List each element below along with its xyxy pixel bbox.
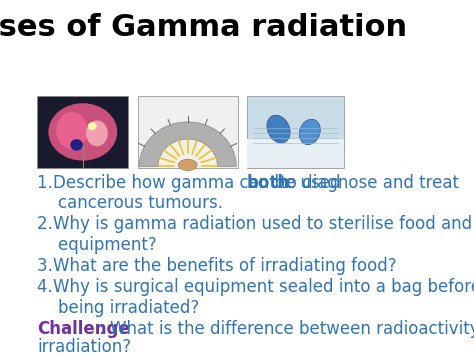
Text: 3.: 3.: [37, 257, 58, 275]
Text: both: both: [246, 174, 290, 192]
Text: Challenge: Challenge: [37, 320, 130, 338]
Text: cancerous tumours.: cancerous tumours.: [37, 195, 223, 213]
Ellipse shape: [70, 139, 83, 151]
Ellipse shape: [56, 112, 88, 149]
Ellipse shape: [267, 115, 290, 143]
Text: Why is gamma radiation used to sterilise food and: Why is gamma radiation used to sterilise…: [53, 215, 472, 234]
FancyBboxPatch shape: [137, 96, 238, 168]
Text: being irradiated?: being irradiated?: [37, 299, 200, 317]
Text: irradiation?: irradiation?: [37, 338, 131, 355]
Ellipse shape: [86, 120, 108, 146]
Ellipse shape: [48, 103, 117, 160]
Text: 1.: 1.: [37, 174, 58, 192]
FancyBboxPatch shape: [247, 96, 344, 168]
Polygon shape: [139, 122, 236, 166]
FancyBboxPatch shape: [37, 96, 128, 168]
Text: : What is the difference between radioactivity and: : What is the difference between radioac…: [99, 320, 474, 338]
Text: to diagnose and treat: to diagnose and treat: [275, 174, 459, 192]
Text: Why is surgical equipment sealed into a bag before: Why is surgical equipment sealed into a …: [53, 278, 474, 296]
Text: Uses of Gamma radiation: Uses of Gamma radiation: [0, 13, 408, 42]
Ellipse shape: [88, 122, 97, 130]
Ellipse shape: [178, 159, 197, 171]
Text: What are the benefits of irradiating food?: What are the benefits of irradiating foo…: [53, 257, 397, 275]
FancyBboxPatch shape: [247, 139, 344, 168]
Text: 2.: 2.: [37, 215, 58, 234]
Text: 4.: 4.: [37, 278, 58, 296]
Text: equipment?: equipment?: [37, 236, 157, 255]
Text: Describe how gamma can be used: Describe how gamma can be used: [53, 174, 346, 192]
Ellipse shape: [300, 119, 320, 144]
